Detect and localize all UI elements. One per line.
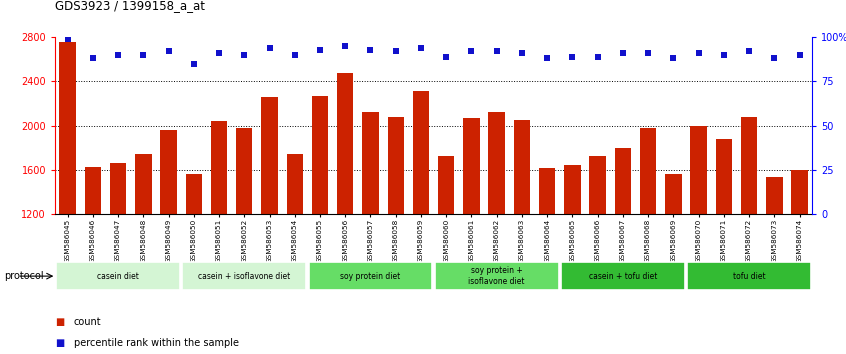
- Bar: [387, 117, 404, 347]
- Bar: [110, 163, 126, 347]
- Text: casein + isoflavone diet: casein + isoflavone diet: [198, 272, 290, 281]
- Point: [61, 36, 74, 42]
- Text: casein diet: casein diet: [97, 272, 139, 281]
- Bar: [183, 262, 306, 290]
- Point: [515, 50, 529, 56]
- Text: count: count: [74, 317, 102, 327]
- Point: [692, 50, 706, 56]
- Bar: [464, 118, 480, 347]
- Text: soy protein +
isoflavone diet: soy protein + isoflavone diet: [469, 267, 525, 286]
- Bar: [514, 120, 530, 347]
- Text: protocol: protocol: [4, 271, 44, 281]
- Bar: [236, 128, 252, 347]
- Bar: [640, 128, 656, 347]
- Bar: [716, 139, 732, 347]
- Point: [566, 54, 580, 59]
- Bar: [309, 262, 432, 290]
- Bar: [561, 262, 684, 290]
- Point: [717, 52, 731, 58]
- Point: [162, 48, 175, 54]
- Bar: [488, 113, 505, 347]
- Point: [616, 50, 629, 56]
- Point: [112, 52, 125, 58]
- Bar: [287, 154, 303, 347]
- Bar: [56, 262, 180, 290]
- Point: [742, 48, 755, 54]
- Bar: [337, 73, 354, 347]
- Bar: [312, 96, 328, 347]
- Bar: [539, 168, 555, 347]
- Point: [767, 56, 781, 61]
- Point: [641, 50, 655, 56]
- Point: [263, 45, 277, 51]
- Point: [288, 52, 301, 58]
- Point: [187, 61, 201, 67]
- Point: [338, 43, 352, 49]
- Point: [439, 54, 453, 59]
- Point: [591, 54, 604, 59]
- Bar: [564, 165, 580, 347]
- Bar: [690, 126, 706, 347]
- Text: percentile rank within the sample: percentile rank within the sample: [74, 338, 239, 348]
- Point: [238, 52, 251, 58]
- Point: [490, 48, 503, 54]
- Bar: [791, 170, 808, 347]
- Text: soy protein diet: soy protein diet: [340, 272, 401, 281]
- Text: casein + tofu diet: casein + tofu diet: [589, 272, 657, 281]
- Bar: [665, 174, 682, 347]
- Bar: [438, 155, 454, 347]
- Bar: [85, 167, 101, 347]
- Bar: [590, 155, 606, 347]
- Bar: [435, 262, 558, 290]
- Bar: [741, 117, 757, 347]
- Text: GDS3923 / 1399158_a_at: GDS3923 / 1399158_a_at: [55, 0, 205, 12]
- Text: ■: ■: [55, 317, 64, 327]
- Bar: [261, 97, 277, 347]
- Text: ■: ■: [55, 338, 64, 348]
- Point: [541, 56, 554, 61]
- Point: [464, 48, 478, 54]
- Point: [136, 52, 150, 58]
- Point: [364, 47, 377, 52]
- Text: tofu diet: tofu diet: [733, 272, 766, 281]
- Bar: [687, 262, 811, 290]
- Point: [667, 56, 680, 61]
- Bar: [135, 154, 151, 347]
- Bar: [362, 113, 379, 347]
- Point: [86, 56, 100, 61]
- Point: [212, 50, 226, 56]
- Bar: [413, 91, 429, 347]
- Point: [415, 45, 428, 51]
- Bar: [211, 121, 228, 347]
- Bar: [59, 41, 76, 347]
- Point: [793, 52, 806, 58]
- Bar: [615, 148, 631, 347]
- Bar: [161, 130, 177, 347]
- Bar: [766, 177, 783, 347]
- Point: [313, 47, 327, 52]
- Point: [389, 48, 403, 54]
- Bar: [185, 174, 202, 347]
